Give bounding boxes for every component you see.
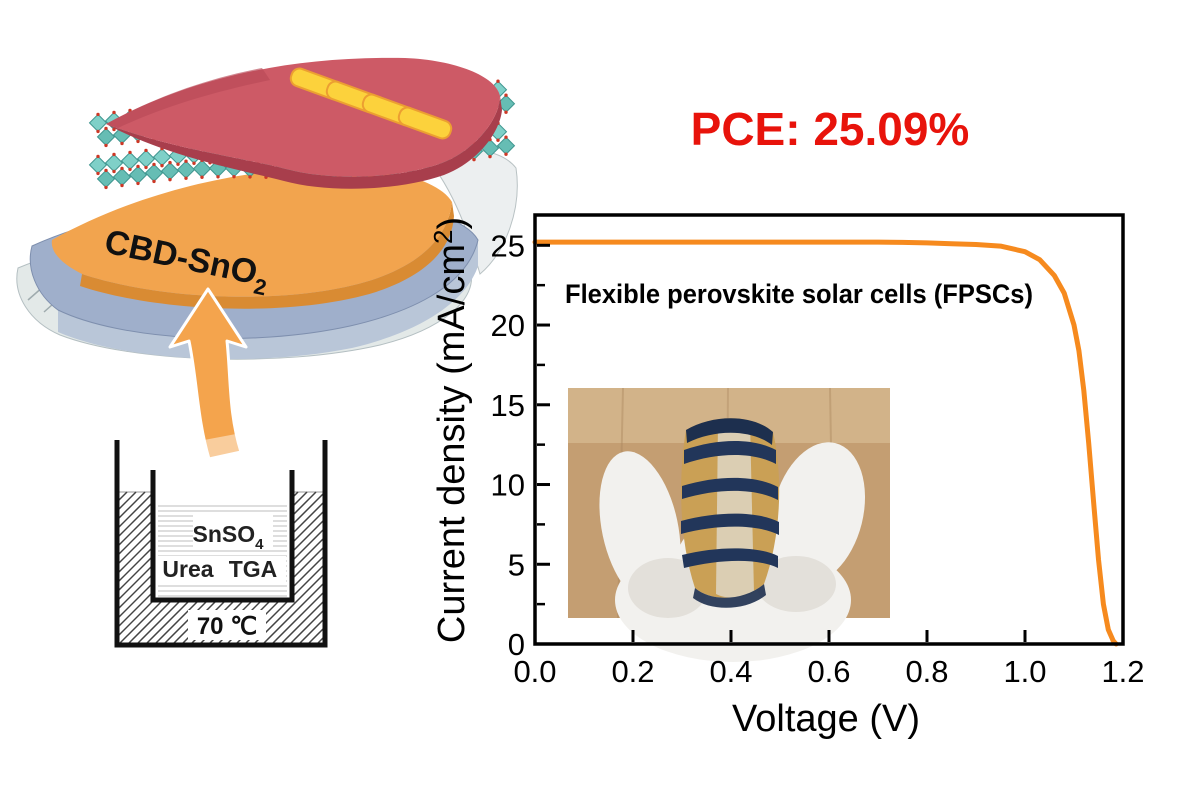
y-tick-label: 5 <box>508 547 525 582</box>
inner-beaker-walls <box>150 470 295 603</box>
jv-curve-line <box>532 239 1119 647</box>
additive-label-bg <box>158 556 286 584</box>
x-axis-title: Voltage (V) <box>732 698 920 740</box>
temperature-label-bg <box>188 610 266 640</box>
x-tick-label: 0.8 <box>905 654 948 689</box>
x-tick-label: 0.0 <box>513 654 556 689</box>
temperature-label: 70 ℃ <box>197 613 257 640</box>
process-arrow-fade <box>204 434 241 459</box>
x-tick-label: 0.4 <box>709 654 752 689</box>
chart-annotation: Flexible perovskite solar cells (FPSCs) <box>565 279 1033 309</box>
x-tick-label: 0.2 <box>611 654 654 689</box>
flexible-solar-cell <box>681 418 780 608</box>
plot-border <box>533 213 1125 646</box>
additive-2-label: TGA <box>229 556 278 582</box>
x-tick-label: 1.2 <box>1101 654 1144 689</box>
y-tick-label: 0 <box>508 627 525 662</box>
x-tick-label: 0.6 <box>807 654 850 689</box>
y-tick-label: 25 <box>491 228 525 263</box>
solute-label: SnSO4 <box>193 521 265 553</box>
sno2-layer <box>51 167 452 297</box>
axis-ticks: 0.0 0.2 0.4 0.6 0.8 1.0 1.2 0 5 10 15 20 25 <box>491 228 1145 689</box>
jv-chart: Flexible perovskite solar cells (FPSCs) … <box>428 213 1145 740</box>
pce-headline: PCE: 25.09% <box>690 103 970 155</box>
solute-label-bg <box>193 514 273 548</box>
gold-contact-strips <box>289 67 453 140</box>
process-arrow <box>168 287 248 461</box>
y-tick-label: 15 <box>491 388 525 423</box>
chemical-bath-diagram: SnSO4 Urea TGA 70 ℃ <box>114 440 328 648</box>
outer-beaker-walls <box>114 440 328 648</box>
x-tick-label: 1.0 <box>1003 654 1046 689</box>
inset-photo-flexible-cell <box>568 387 890 662</box>
additive-1-label: Urea <box>162 556 213 582</box>
y-tick-label: 10 <box>491 468 525 503</box>
device-stack-illustration: CBD-SnO2 SnSO4 Urea TGA 70 ℃ <box>16 57 518 648</box>
y-axis-title: Current density (mA/cm2) <box>428 217 473 643</box>
y-tick-label: 20 <box>491 308 525 343</box>
substrate-front-face <box>58 240 478 360</box>
jv-curve <box>532 239 1119 647</box>
top-sheet-fold-shade <box>106 68 270 128</box>
